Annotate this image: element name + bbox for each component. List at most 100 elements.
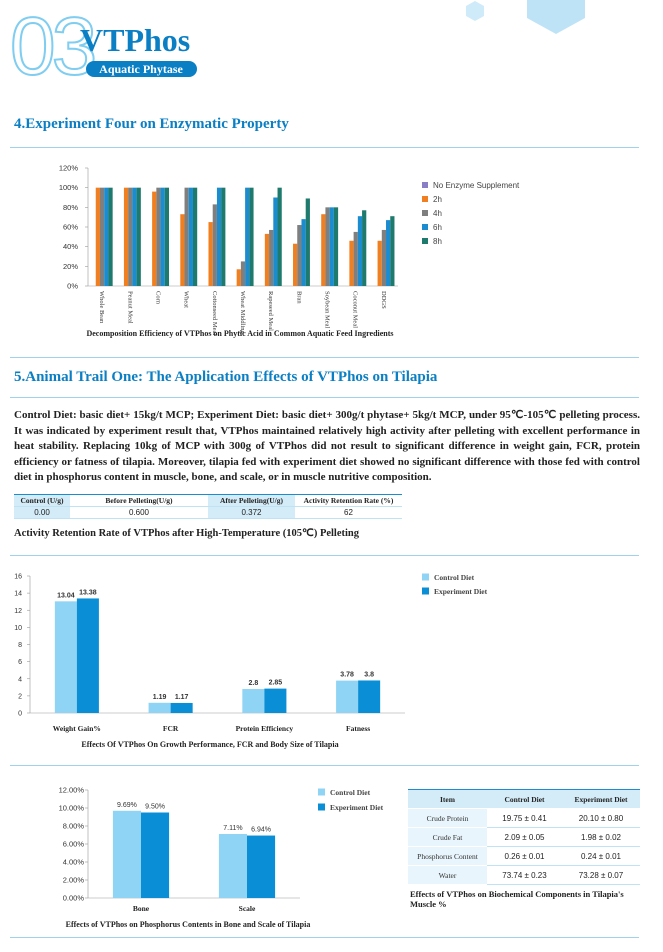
bar	[180, 214, 185, 286]
x-tick-label: Whole Bean	[98, 291, 105, 324]
y-tick-label: 100%	[59, 183, 79, 192]
y-tick-label: 8.00%	[63, 822, 85, 831]
legend-label: 4h	[433, 209, 442, 218]
data-label: 13.38	[79, 589, 97, 596]
bar	[245, 187, 250, 286]
paragraph: Control Diet: basic diet+ 15kg/t MCP; Ex…	[14, 409, 640, 484]
y-tick-label: 0%	[67, 282, 78, 291]
chart-caption: Effects of VTPhos on Phosphorus Contents…	[66, 920, 311, 929]
y-tick-label: 12	[14, 608, 22, 615]
x-tick-label: Rapeseed Meal	[267, 291, 274, 331]
table-caption: Effects of VTPhos on Biochemical Compone…	[410, 889, 624, 909]
chart-caption: Effects Of VTPhos On Growth Performance,…	[81, 740, 338, 749]
table-header: Control (U/g) Before Pelleting(U/g) Afte…	[14, 494, 402, 507]
y-tick-label: 16	[14, 574, 22, 581]
bar	[269, 229, 274, 286]
bar	[240, 261, 246, 286]
x-tick-label: Fatness	[346, 724, 370, 733]
x-tick-label: Bone	[133, 904, 150, 913]
x-tick-label: Corn	[154, 291, 161, 305]
bar	[305, 198, 310, 286]
bar	[123, 187, 129, 286]
cell: 2.09 ± 0.05	[487, 827, 562, 847]
bar	[357, 216, 363, 286]
bar	[128, 187, 133, 286]
bar	[76, 598, 99, 713]
header-cell: Experiment Diet	[562, 789, 640, 809]
bar	[54, 601, 77, 713]
bar	[192, 187, 198, 286]
legend-label: 2h	[433, 195, 442, 204]
badge	[86, 61, 197, 77]
chart-caption: Decomposition Efficiency of VTPhos on Ph…	[86, 329, 393, 338]
header-cell: Activity Retention Rate (%)	[295, 494, 402, 507]
legend-label: No Enzyme Supplement	[433, 181, 520, 190]
retention-table: Control (U/g) Before Pelleting(U/g) Afte…	[14, 494, 402, 519]
bar	[390, 216, 395, 286]
x-tick-label: DDGS	[380, 291, 387, 309]
x-tick-label: Scale	[239, 904, 256, 913]
x-tick-label: Coconut Meal	[352, 291, 359, 328]
divider	[10, 397, 639, 398]
data-label: 2.8	[248, 680, 258, 687]
bar	[164, 187, 170, 286]
table-row: Phosphorus Content 0.26 ± 0.01 0.24 ± 0.01	[408, 846, 640, 866]
x-tick-label: Protein Efficiency	[236, 724, 294, 733]
bar	[141, 812, 170, 898]
table-row: Crude Protein 19.75 ± 0.41 20.10 ± 0.80	[408, 808, 640, 828]
legend-label: Experiment Diet	[330, 803, 384, 812]
x-tick-label: Weight Gain%	[53, 724, 101, 733]
x-tick-label: Peanut Meal	[126, 291, 133, 324]
badge-text: Aquatic Phytase	[99, 62, 183, 76]
y-tick-label: 10	[14, 625, 22, 632]
y-tick-label: 4	[18, 676, 22, 683]
bar	[170, 702, 193, 713]
header-cell: Before Pelleting(U/g)	[70, 494, 208, 507]
bar	[293, 243, 298, 286]
bar	[242, 689, 265, 713]
brand-title: VTPhos	[80, 22, 190, 58]
cell: 0.26 ± 0.01	[487, 846, 562, 866]
bar	[95, 187, 100, 286]
legend-swatch	[422, 210, 428, 216]
cell: 73.28 ± 0.07	[562, 865, 640, 885]
bar	[247, 835, 276, 898]
header-cell: Control (U/g)	[14, 494, 70, 507]
legend-swatch	[318, 803, 325, 811]
section-title: 4.Experiment Four on Enzymatic Property	[14, 116, 289, 132]
x-tick-label: Bran	[295, 291, 302, 304]
divider	[10, 937, 639, 938]
bar	[156, 187, 161, 286]
y-tick-label: 0	[18, 711, 22, 718]
bar	[329, 207, 334, 286]
legend-label: Control Diet	[434, 573, 475, 582]
y-tick-label: 20%	[63, 262, 78, 271]
x-tick-label: Cottonseed Meal	[211, 291, 218, 335]
legend-label: Control Diet	[330, 788, 371, 797]
y-tick-label: 12.00%	[59, 786, 85, 795]
bar	[321, 214, 326, 286]
bar	[136, 187, 141, 286]
bar	[353, 231, 358, 286]
muscle-table: Item Control Diet Experiment Diet Crude Pro…	[408, 789, 640, 885]
legend-swatch	[422, 224, 428, 230]
bar	[377, 240, 382, 286]
bar	[188, 187, 193, 286]
bar	[273, 197, 278, 286]
data-label: 2.85	[269, 680, 283, 687]
bar	[212, 204, 217, 286]
bar	[132, 187, 137, 286]
bar	[99, 187, 105, 286]
divider	[10, 765, 639, 766]
bar	[297, 225, 302, 286]
cell: 0.24 ± 0.01	[562, 846, 640, 866]
y-tick-label: 2.00%	[63, 876, 85, 885]
legend-label: 6h	[433, 223, 442, 232]
bar	[208, 222, 213, 286]
bar-chart: 0% 20% 40% 60% 80% 100% 120% Whole Bean Peanut M…	[59, 164, 520, 339]
bar	[333, 207, 339, 286]
bar	[184, 187, 189, 286]
bar	[218, 834, 247, 898]
